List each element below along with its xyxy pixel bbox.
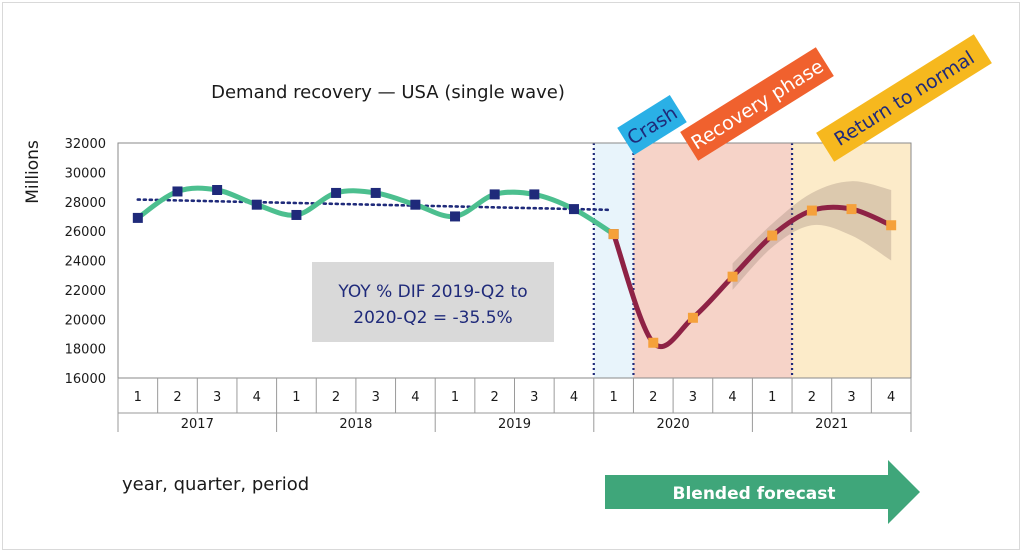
data-point-series-2 xyxy=(767,230,778,241)
phase-tag-background xyxy=(617,95,687,155)
y-tick-label: 20000 xyxy=(65,313,106,328)
data-point-series-1 xyxy=(172,186,183,197)
x-tick-label: 4 xyxy=(887,390,895,405)
x-tick-label: 1 xyxy=(451,390,459,405)
y-tick-label: 32000 xyxy=(65,137,106,152)
x-tick-label: 2 xyxy=(173,390,181,405)
year-label: 2017 xyxy=(181,417,214,432)
x-tick-label: 3 xyxy=(847,390,855,405)
y-tick-label: 26000 xyxy=(65,225,106,240)
data-point-series-2 xyxy=(648,337,659,348)
x-tick-label: 4 xyxy=(411,390,419,405)
x-tick-label: 4 xyxy=(728,390,736,405)
y-tick-label: 30000 xyxy=(65,166,106,181)
x-tick-label: 3 xyxy=(689,390,697,405)
annotation-box: YOY % DIF 2019-Q2 to 2020-Q2 = -35.5% xyxy=(312,262,554,342)
y-tick-label: 18000 xyxy=(65,343,106,358)
forecast-arrow: Blended forecast xyxy=(605,460,920,524)
x-tick-label: 3 xyxy=(213,390,221,405)
x-tick-label: 3 xyxy=(530,390,538,405)
data-point-series-1 xyxy=(212,185,223,195)
data-point-series-2 xyxy=(687,312,698,323)
x-tick-label: 2 xyxy=(332,390,340,405)
x-tick-label: 2 xyxy=(491,390,499,405)
series-markers xyxy=(132,185,897,348)
x-tick-label: 1 xyxy=(768,390,776,405)
annotation-line-1: YOY % DIF 2019-Q2 to xyxy=(337,282,527,302)
phase-region-2 xyxy=(633,143,793,378)
data-point-series-1 xyxy=(291,209,302,220)
year-label: 2020 xyxy=(657,417,690,432)
annotation-line-2: 2020-Q2 = -35.5% xyxy=(353,308,512,328)
data-point-series-1 xyxy=(251,199,262,210)
data-point-series-1 xyxy=(529,189,540,200)
forecast-arrow-label: Blended forecast xyxy=(673,484,836,504)
phase-region-3 xyxy=(792,143,911,378)
year-label: 2019 xyxy=(498,417,531,432)
year-label: 2021 xyxy=(815,417,848,432)
x-axis-label: year, quarter, period xyxy=(122,474,309,495)
x-tick-label: 1 xyxy=(292,390,300,405)
phase-tag-label: Recovery phase xyxy=(687,55,827,154)
phase-tag-label: Return to normal xyxy=(831,47,979,151)
year-label: 2018 xyxy=(339,417,372,432)
data-point-series-1 xyxy=(450,211,461,222)
data-point-series-1 xyxy=(132,212,143,223)
y-axis-label: Millions xyxy=(23,140,43,204)
data-point-series-1 xyxy=(410,199,421,210)
phase-shading xyxy=(592,143,911,378)
data-point-series-1 xyxy=(331,187,342,198)
data-point-series-1 xyxy=(568,204,579,215)
y-tick-label: 16000 xyxy=(65,372,106,387)
chart-title: Demand recovery — USA (single wave) xyxy=(211,82,565,103)
x-tick-label: 1 xyxy=(609,390,617,405)
phase-tag-background xyxy=(816,34,992,162)
y-tick-label: 24000 xyxy=(65,255,106,270)
data-point-series-2 xyxy=(806,205,817,216)
y-tick-label: 22000 xyxy=(65,284,106,299)
phase-tag-background xyxy=(680,47,834,161)
data-point-series-1 xyxy=(370,187,381,198)
axes: 16000 18000 20000 22000 24000 26000 28000 30000… xyxy=(65,137,912,432)
x-tick-label: 2 xyxy=(649,390,657,405)
data-point-series-1 xyxy=(489,189,500,200)
x-tick-label: 4 xyxy=(253,390,261,405)
y-tick-label: 28000 xyxy=(65,196,106,211)
data-point-series-2 xyxy=(727,271,738,282)
phase-region-1 xyxy=(593,143,634,378)
data-point-series-2 xyxy=(608,229,619,240)
x-tick-label: 3 xyxy=(372,390,380,405)
data-point-series-2 xyxy=(846,204,857,215)
x-tick-label: 2 xyxy=(808,390,816,405)
x-tick-label: 1 xyxy=(134,390,142,405)
trend-line xyxy=(136,198,611,212)
x-tick-label: 4 xyxy=(570,390,578,405)
data-point-series-2 xyxy=(886,220,897,231)
